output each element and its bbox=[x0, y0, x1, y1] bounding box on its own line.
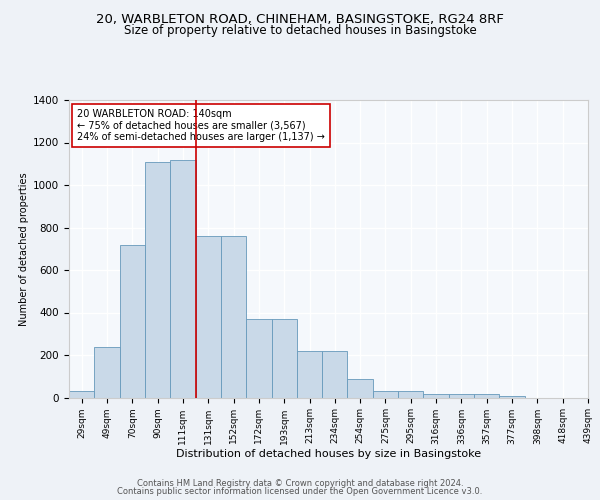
Bar bbox=[221, 236, 246, 398]
Bar bbox=[347, 380, 373, 398]
Text: 20 WARBLETON ROAD: 140sqm
← 75% of detached houses are smaller (3,567)
24% of se: 20 WARBLETON ROAD: 140sqm ← 75% of detac… bbox=[77, 109, 325, 142]
Bar bbox=[69, 392, 94, 398]
Bar bbox=[322, 351, 347, 398]
Bar bbox=[373, 391, 398, 398]
Bar bbox=[170, 160, 196, 398]
Bar bbox=[196, 236, 221, 398]
Text: 20, WARBLETON ROAD, CHINEHAM, BASINGSTOKE, RG24 8RF: 20, WARBLETON ROAD, CHINEHAM, BASINGSTOK… bbox=[96, 12, 504, 26]
Bar bbox=[272, 319, 297, 398]
Bar bbox=[119, 244, 145, 398]
Text: Size of property relative to detached houses in Basingstoke: Size of property relative to detached ho… bbox=[124, 24, 476, 37]
Bar bbox=[398, 391, 424, 398]
Y-axis label: Number of detached properties: Number of detached properties bbox=[19, 172, 29, 326]
Bar bbox=[499, 396, 525, 398]
Bar bbox=[297, 351, 322, 398]
Bar bbox=[246, 319, 272, 398]
Text: Contains public sector information licensed under the Open Government Licence v3: Contains public sector information licen… bbox=[118, 487, 482, 496]
X-axis label: Distribution of detached houses by size in Basingstoke: Distribution of detached houses by size … bbox=[176, 449, 481, 459]
Bar bbox=[424, 394, 449, 398]
Bar bbox=[94, 348, 119, 398]
Bar bbox=[474, 394, 499, 398]
Text: Contains HM Land Registry data © Crown copyright and database right 2024.: Contains HM Land Registry data © Crown c… bbox=[137, 478, 463, 488]
Bar bbox=[145, 162, 170, 398]
Bar bbox=[449, 394, 474, 398]
